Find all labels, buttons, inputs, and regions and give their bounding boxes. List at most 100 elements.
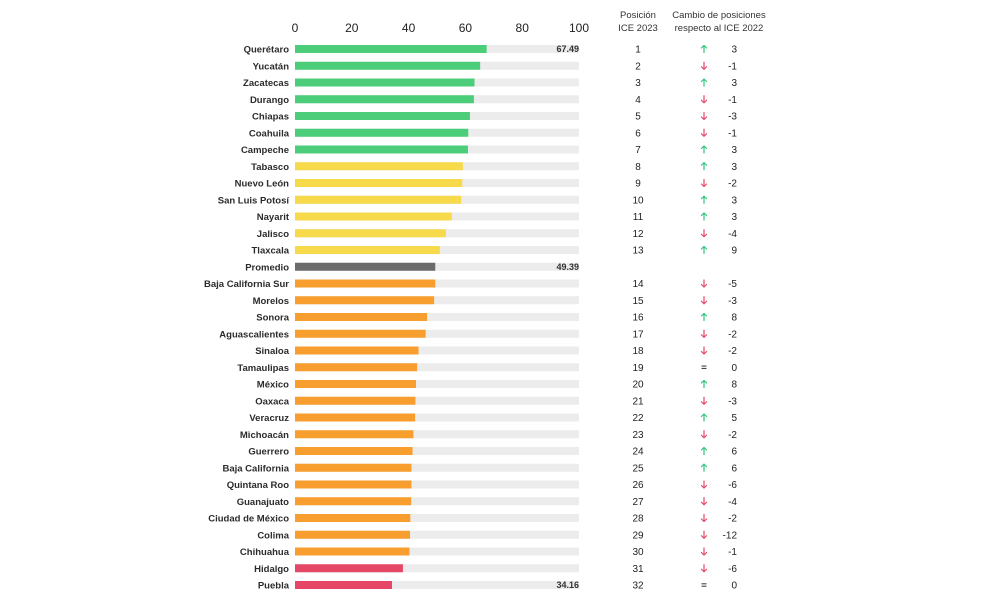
arrow-down-icon xyxy=(700,128,708,137)
chart-row: Durango 4 -1 xyxy=(250,95,737,106)
arrow-down-icon xyxy=(700,497,708,506)
position-change-value: 3 xyxy=(731,78,737,89)
position-change-value: 5 xyxy=(731,413,737,424)
state-label: Guerrero xyxy=(248,447,289,458)
rank-value: 22 xyxy=(632,413,644,424)
state-label: Quintana Roo xyxy=(227,480,289,491)
arrow-up-icon xyxy=(700,162,708,171)
bar-track xyxy=(295,363,579,372)
rank-value: 8 xyxy=(635,162,641,173)
position-change-value: -2 xyxy=(728,346,737,357)
bar-track xyxy=(295,530,579,539)
chart-row: Nayarit 11 3 xyxy=(257,212,738,223)
arrow-up-icon xyxy=(700,195,708,204)
value-label: 49.39 xyxy=(556,262,579,272)
bar xyxy=(295,329,426,338)
rank-value: 9 xyxy=(635,179,641,190)
value-label: 34.16 xyxy=(556,580,579,590)
arrow-down-icon xyxy=(700,530,708,539)
arrow-up-icon xyxy=(700,212,708,221)
position-change-value: 3 xyxy=(731,145,737,156)
bar-track xyxy=(295,480,579,489)
arrow-down-icon xyxy=(700,430,708,439)
chart-row: Aguascalientes 17 -2 xyxy=(219,329,737,340)
rank-value: 12 xyxy=(632,229,644,240)
x-tick-label: 20 xyxy=(345,21,359,35)
state-label: Sinaloa xyxy=(255,346,290,357)
position-change-value: 6 xyxy=(731,447,737,458)
chart-row: Jalisco 12 -4 xyxy=(257,229,738,240)
arrow-up-icon xyxy=(700,245,708,255)
bar xyxy=(295,480,412,489)
bar-track xyxy=(295,262,579,271)
bar xyxy=(295,162,463,171)
bar-track xyxy=(295,346,579,355)
state-label: Chiapas xyxy=(252,112,289,123)
position-change-value: -2 xyxy=(728,179,737,190)
rank-value: 18 xyxy=(632,346,644,357)
x-tick-label: 0 xyxy=(292,21,299,35)
state-label: Promedio xyxy=(245,262,289,273)
arrow-up-icon xyxy=(700,145,708,154)
state-label: Jalisco xyxy=(257,229,289,240)
state-label: Tlaxcala xyxy=(252,246,290,257)
arrow-up-icon xyxy=(700,379,708,389)
column-headers: Posición ICE 2023 Cambio de posiciones r… xyxy=(618,10,766,34)
chart-row: Tlaxcala 13 9 xyxy=(252,246,738,257)
bar-track xyxy=(295,279,579,288)
state-label: Colima xyxy=(257,530,289,541)
position-change-value: -3 xyxy=(728,112,737,123)
rank-value: 27 xyxy=(632,497,644,508)
state-label: México xyxy=(257,380,289,391)
state-label: Nuevo León xyxy=(235,179,290,190)
state-label: Baja California Sur xyxy=(204,279,289,290)
chart-row: Chihuahua 30 -1 xyxy=(240,547,738,558)
state-label: Chihuahua xyxy=(240,547,290,558)
state-label: Hidalgo xyxy=(254,564,289,575)
arrow-down-icon xyxy=(700,480,708,489)
rank-header-line2: ICE 2023 xyxy=(618,23,658,34)
chart-row: Puebla 34.16 32 0 xyxy=(258,580,738,592)
chart-row: Chiapas 5 -3 xyxy=(252,112,737,123)
equal-icon xyxy=(701,365,707,370)
arrow-down-icon xyxy=(700,111,708,121)
position-change-value: 0 xyxy=(731,363,737,374)
change-header-line1: Cambio de posiciones xyxy=(672,10,766,21)
chart-row: Campeche 7 3 xyxy=(241,145,738,156)
x-axis-ticks: 0 20 40 60 80 100 xyxy=(292,21,590,35)
rank-value: 4 xyxy=(635,95,641,106)
bar-track xyxy=(295,581,579,589)
state-label: Ciudad de México xyxy=(208,514,289,525)
rank-value: 30 xyxy=(632,547,644,558)
bar xyxy=(295,514,411,522)
position-change-value: -1 xyxy=(728,61,737,72)
rank-value: 25 xyxy=(632,463,644,474)
chart-row: Hidalgo 31 -6 xyxy=(254,564,737,575)
bar-track xyxy=(295,329,579,338)
bar xyxy=(295,530,411,539)
state-label: Durango xyxy=(250,95,289,106)
rank-value: 28 xyxy=(632,514,644,525)
bar xyxy=(295,296,435,305)
bar xyxy=(295,313,428,321)
arrow-down-icon xyxy=(700,396,708,405)
bar xyxy=(295,547,410,556)
bar-track xyxy=(295,296,579,305)
x-tick-label: 40 xyxy=(402,21,416,35)
chart-row: Coahuila 6 -1 xyxy=(249,128,738,139)
rank-value: 2 xyxy=(635,61,641,72)
rank-value: 15 xyxy=(632,296,644,307)
bar-track xyxy=(295,413,579,422)
chart-row: Sinaloa 18 -2 xyxy=(255,346,737,357)
state-label: Tamaulipas xyxy=(237,363,289,374)
position-change-value: 3 xyxy=(731,195,737,206)
arrow-up-icon xyxy=(700,463,708,472)
chart-row: Colima 29 -12 xyxy=(257,530,737,541)
rank-value: 32 xyxy=(632,581,644,592)
arrow-down-icon xyxy=(700,279,708,288)
bar xyxy=(295,45,487,53)
arrow-down-icon xyxy=(700,229,708,238)
rank-value: 19 xyxy=(632,363,644,374)
rank-value: 3 xyxy=(635,78,641,89)
